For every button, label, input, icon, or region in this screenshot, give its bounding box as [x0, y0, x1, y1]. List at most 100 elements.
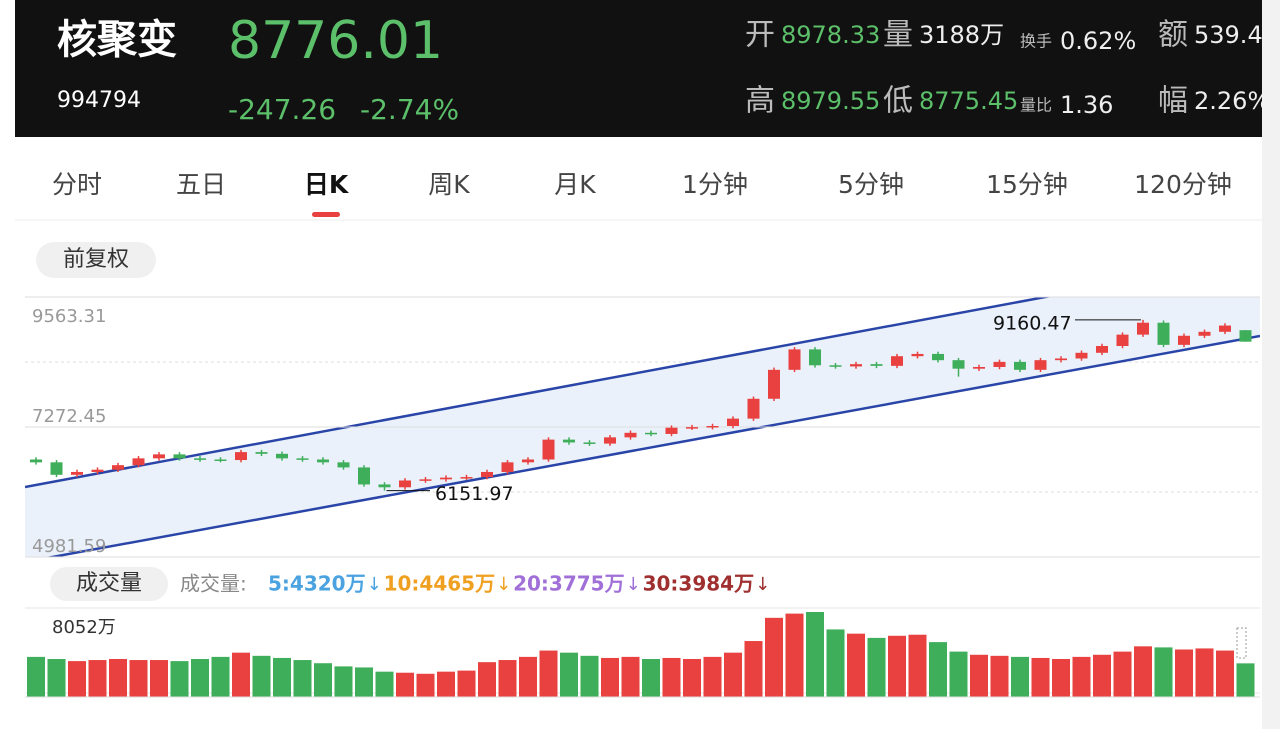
stat-value: 0.62% — [1060, 27, 1136, 55]
stat-label: 额 — [1158, 18, 1188, 53]
candle-body — [706, 426, 719, 428]
adjust-label[interactable]: 前复权 — [63, 247, 129, 272]
volume-bar — [293, 660, 312, 697]
volume-bar — [806, 612, 824, 697]
candle-body — [1034, 360, 1047, 370]
adjust-pill[interactable] — [36, 242, 156, 278]
stock-code: 994794 — [57, 88, 141, 113]
tab[interactable]: 月K — [554, 170, 596, 199]
candle-body — [358, 467, 370, 485]
volume-bar — [867, 637, 886, 697]
candle-body — [378, 484, 391, 488]
candle-body — [50, 462, 63, 475]
stat-label: 量 — [883, 18, 913, 53]
volume-bar — [744, 641, 763, 697]
candle-body — [112, 465, 124, 470]
y-tick-label: 4981.59 — [32, 536, 106, 557]
channel-lower — [45, 334, 1260, 557]
candle-body — [1096, 345, 1108, 353]
candle-body — [1198, 331, 1211, 336]
arrow: ↓ — [755, 574, 770, 595]
volume-bar — [1072, 656, 1091, 697]
volume-bar — [47, 658, 66, 697]
candle-body — [809, 349, 821, 366]
candle-body — [255, 452, 268, 454]
tab[interactable]: 120分钟 — [1134, 170, 1232, 199]
volume-bar — [437, 671, 455, 697]
volume-bar — [416, 673, 435, 697]
candle-body — [173, 454, 186, 459]
volume-pill[interactable] — [50, 567, 168, 601]
volume-legend-title: 成交量: — [180, 572, 247, 596]
volume-legend-item: 30:3984万 — [643, 572, 755, 596]
tab[interactable]: 五日 — [176, 170, 226, 199]
stat-label: 量比 — [1020, 96, 1052, 115]
candle-body — [829, 365, 842, 367]
candle-body — [952, 360, 965, 369]
stat-value: 1.36 — [1060, 91, 1113, 119]
volume-bar — [519, 656, 537, 697]
volume-bar — [908, 634, 927, 697]
tab[interactable]: 15分钟 — [986, 170, 1068, 199]
volume-tick-label: 8052万 — [52, 617, 116, 638]
volume-bar — [990, 655, 1009, 697]
volume-bar — [150, 660, 168, 697]
tab[interactable]: 日K — [304, 170, 350, 199]
candle-body — [665, 427, 678, 434]
volume-label[interactable]: 成交量 — [76, 571, 142, 596]
volume-bar — [375, 671, 394, 697]
candle-body — [214, 459, 227, 461]
volume-bar — [601, 657, 619, 697]
stat-value: 8979.55 — [781, 87, 880, 115]
volume-bar — [314, 663, 332, 697]
candle-body — [645, 432, 657, 435]
cursor-box — [1236, 627, 1247, 659]
volume-bar — [191, 658, 209, 697]
candle-body — [522, 459, 534, 463]
volume-bar — [642, 658, 660, 697]
volume-bar — [129, 660, 148, 697]
candle-body — [932, 353, 944, 361]
volume-bar — [109, 658, 127, 697]
candle-body — [1075, 352, 1088, 359]
tab[interactable]: 5分钟 — [838, 170, 904, 199]
volume-bar — [211, 656, 230, 697]
volume-bar — [273, 657, 291, 697]
candle-body — [501, 462, 514, 472]
volume-bar — [1216, 650, 1234, 697]
candle-body — [1137, 322, 1149, 335]
volume-bar — [1031, 657, 1050, 697]
volume-bar — [478, 662, 496, 697]
volume-legend-item: 20:3775万 — [513, 572, 625, 596]
price: 8776.01 — [228, 11, 443, 71]
tab[interactable]: 分时 — [52, 170, 102, 199]
candle-body — [788, 349, 801, 370]
volume-bar — [1236, 663, 1255, 697]
candle-body — [1178, 335, 1190, 345]
candle-body — [419, 479, 432, 481]
arrow: ↓ — [496, 574, 511, 595]
candle-body — [91, 469, 104, 472]
volume-bar — [396, 672, 414, 697]
volume-bar — [88, 660, 107, 697]
tab[interactable]: 1分钟 — [682, 170, 748, 199]
tab[interactable]: 周K — [428, 170, 470, 199]
candles: 9563.317272.454981.598052万09160.476151.9… — [25, 296, 1260, 697]
stat-label: 幅 — [1158, 84, 1188, 119]
candle-body — [1157, 322, 1170, 345]
candle-body — [1116, 334, 1129, 346]
arrow: ↓ — [367, 574, 382, 595]
volume-legend-item: 10:4465万 — [384, 572, 496, 596]
candle-body — [296, 458, 309, 460]
volume-bar — [1175, 649, 1193, 697]
candle-body — [563, 439, 575, 443]
stat-value: 2.26% — [1194, 87, 1270, 115]
volume-bar — [27, 656, 45, 697]
stat-label: 低 — [883, 84, 913, 119]
volume-bar — [1093, 654, 1111, 697]
stat-value: 8978.33 — [781, 21, 880, 49]
volume-bar — [232, 652, 250, 697]
volume-bar — [765, 617, 783, 697]
volume-bar — [457, 670, 476, 697]
quote-header: 核聚变 8776.01 994794 -247.26 -2.74% 开 8978.… — [15, 0, 1270, 137]
